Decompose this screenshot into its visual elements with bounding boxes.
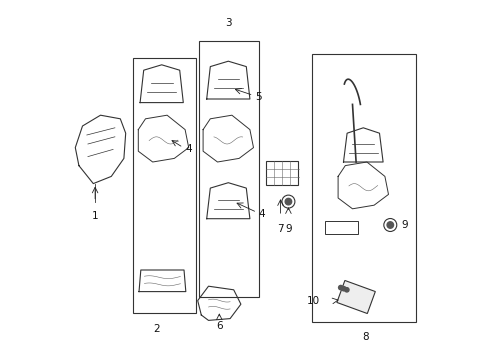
Text: 9: 9 xyxy=(400,220,407,230)
Bar xyxy=(325,221,357,234)
Text: 9: 9 xyxy=(285,224,291,234)
Circle shape xyxy=(386,222,393,228)
Text: 6: 6 xyxy=(216,321,222,331)
Text: 10: 10 xyxy=(306,296,320,306)
Bar xyxy=(133,58,196,313)
Text: 1: 1 xyxy=(92,211,98,221)
Text: 2: 2 xyxy=(153,324,159,334)
Bar xyxy=(336,280,375,314)
Text: 7: 7 xyxy=(277,224,283,234)
Circle shape xyxy=(344,288,348,292)
Circle shape xyxy=(285,198,291,205)
Circle shape xyxy=(338,285,342,290)
Text: 5: 5 xyxy=(255,92,262,102)
Text: 4: 4 xyxy=(258,209,264,219)
Text: 4: 4 xyxy=(185,144,192,154)
Bar xyxy=(199,41,258,297)
Circle shape xyxy=(341,287,345,291)
Text: 3: 3 xyxy=(224,18,231,28)
Text: 8: 8 xyxy=(361,332,367,342)
Bar xyxy=(311,54,415,322)
Bar xyxy=(265,161,298,184)
